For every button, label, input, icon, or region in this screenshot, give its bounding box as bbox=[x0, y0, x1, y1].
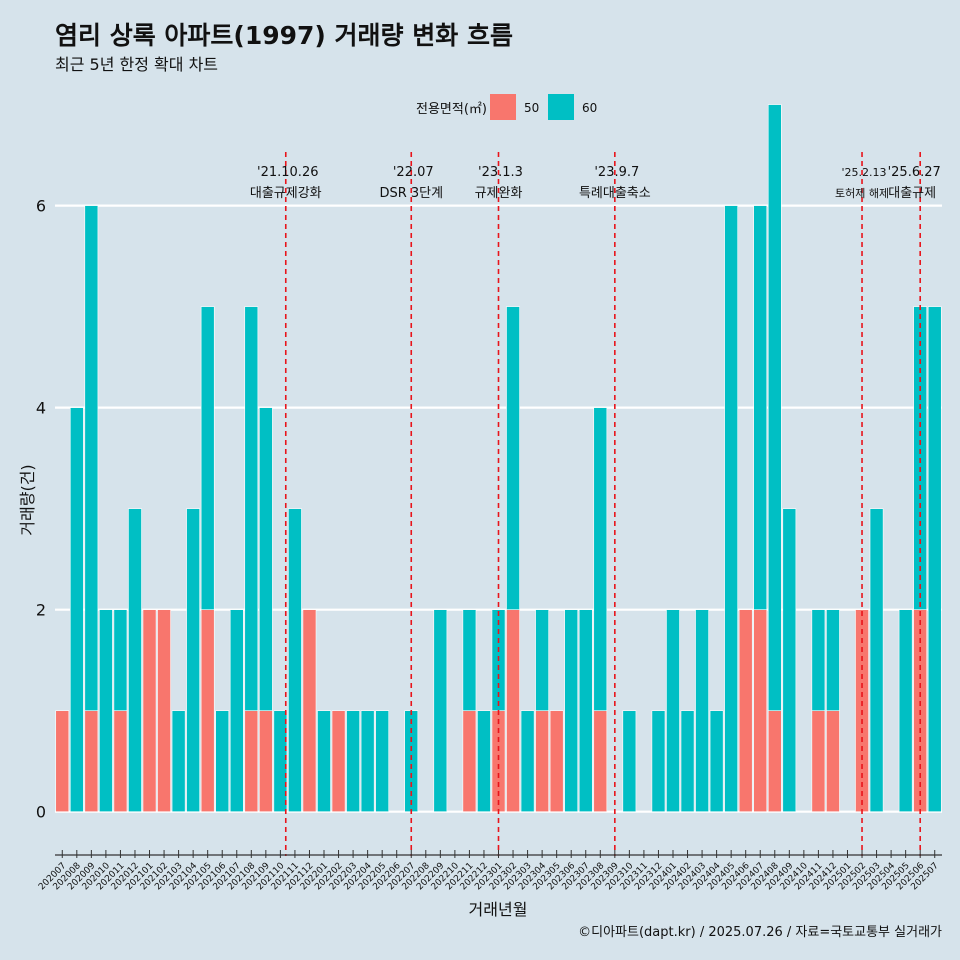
chart-subtitle: 최근 5년 한정 확대 차트 bbox=[55, 55, 218, 74]
bar-60-202404 bbox=[709, 710, 724, 812]
event-label: 토허제 해제 bbox=[835, 186, 889, 200]
caption: ©디아파트(dapt.kr) / 2025.07.26 / 자료=국토교통부 실… bbox=[578, 925, 942, 940]
bar-60-202505 bbox=[898, 609, 913, 812]
bar-60-202009 bbox=[84, 205, 99, 711]
event-date: '23.9.7 bbox=[594, 165, 639, 180]
bar-60-202211 bbox=[462, 609, 477, 711]
bar-60-202407 bbox=[753, 205, 768, 610]
legend-title: 전용면적(㎡) bbox=[416, 102, 487, 117]
bar-60-202308 bbox=[593, 407, 608, 711]
y-tick-label: 4 bbox=[36, 399, 46, 418]
event-label: 대출규제 bbox=[888, 186, 936, 201]
bar-60-202008 bbox=[69, 407, 84, 812]
bar-60-202507 bbox=[927, 306, 942, 812]
bar-60-202107 bbox=[229, 609, 244, 812]
bar-50-202011 bbox=[113, 710, 128, 812]
bar-60-202304 bbox=[535, 609, 549, 711]
bar-60-202111 bbox=[288, 508, 302, 812]
bar-50-202202 bbox=[331, 710, 346, 812]
bar-60-202412 bbox=[826, 609, 840, 711]
event-date: '25.2.13 bbox=[842, 166, 887, 179]
bar-50-202007 bbox=[55, 710, 70, 812]
y-axis-title: 거래량(건) bbox=[18, 464, 37, 535]
event-date: '21.10.26 bbox=[257, 165, 318, 180]
bar-50-202408 bbox=[767, 710, 782, 812]
bar-60-202409 bbox=[782, 508, 797, 812]
bar-50-202108 bbox=[244, 710, 259, 812]
bar-50-202101 bbox=[142, 609, 157, 812]
legend-swatch-50 bbox=[490, 94, 516, 120]
bar-50-202308 bbox=[593, 710, 608, 812]
bar-50-202411 bbox=[811, 710, 826, 812]
bar-50-202407 bbox=[753, 609, 768, 812]
bar-60-202011 bbox=[113, 609, 128, 711]
bar-50-202112 bbox=[302, 609, 317, 812]
bar-60-202204 bbox=[360, 710, 375, 812]
bar-60-202209 bbox=[433, 609, 448, 812]
y-tick-label: 0 bbox=[36, 803, 46, 822]
event-label: DSR 3단계 bbox=[379, 186, 443, 201]
event-label: 특례대출축소 bbox=[579, 186, 651, 201]
bar-50-202009 bbox=[84, 710, 99, 812]
bar-60-202403 bbox=[695, 609, 709, 812]
bar-50-202211 bbox=[462, 710, 477, 812]
legend-label-50: 50 bbox=[524, 101, 539, 115]
bar-50-202406 bbox=[738, 609, 753, 812]
bar-50-202105 bbox=[200, 609, 215, 812]
bar-60-202401 bbox=[666, 609, 680, 812]
bar-60-202402 bbox=[680, 710, 695, 812]
bar-50-202412 bbox=[826, 710, 840, 812]
bar-50-202102 bbox=[157, 609, 171, 812]
bar-50-202302 bbox=[506, 609, 520, 812]
bar-50-202305 bbox=[549, 710, 564, 812]
bar-60-202306 bbox=[564, 609, 579, 812]
y-tick-label: 2 bbox=[36, 601, 46, 620]
event-label: 대출규제강화 bbox=[250, 186, 322, 201]
bar-50-202304 bbox=[535, 710, 549, 812]
bar-60-202312 bbox=[651, 710, 666, 812]
bar-60-202408 bbox=[767, 104, 782, 711]
bar-60-202307 bbox=[578, 609, 593, 812]
bar-60-202405 bbox=[724, 205, 738, 812]
event-date: '22.07 bbox=[393, 165, 434, 180]
event-label: 규제완화 bbox=[475, 186, 523, 201]
bar-60-202106 bbox=[215, 710, 230, 812]
event-date: '23.1.3 bbox=[478, 165, 523, 180]
bar-60-202110 bbox=[273, 710, 288, 812]
bar-50-202109 bbox=[259, 710, 273, 812]
bar-60-202012 bbox=[128, 508, 142, 812]
legend-swatch-60 bbox=[548, 94, 574, 120]
bar-60-202103 bbox=[171, 710, 186, 812]
bar-60-202302 bbox=[506, 306, 520, 610]
bar-60-202104 bbox=[186, 508, 200, 812]
legend-label-60: 60 bbox=[582, 101, 597, 115]
bar-60-202411 bbox=[811, 609, 826, 711]
bar-60-202203 bbox=[346, 710, 360, 812]
bar-60-202205 bbox=[375, 710, 390, 812]
bar-60-202010 bbox=[99, 609, 113, 812]
y-tick-label: 6 bbox=[36, 197, 46, 216]
bar-60-202207 bbox=[404, 710, 419, 812]
bar-60-202212 bbox=[477, 710, 491, 812]
bar-60-202108 bbox=[244, 306, 259, 711]
bar-60-202201 bbox=[317, 710, 331, 812]
event-date: '25.6.27 bbox=[888, 165, 941, 180]
chart-title: 염리 상록 아파트(1997) 거래량 변화 흐름 bbox=[55, 21, 513, 50]
bar-60-202303 bbox=[520, 710, 535, 812]
bar-60-202105 bbox=[200, 306, 215, 610]
bar-60-202503 bbox=[869, 508, 884, 812]
bar-60-202310 bbox=[622, 710, 637, 812]
bar-50-202301 bbox=[491, 710, 506, 812]
bar-60-202109 bbox=[259, 407, 273, 711]
x-axis-title: 거래년월 bbox=[469, 900, 528, 919]
